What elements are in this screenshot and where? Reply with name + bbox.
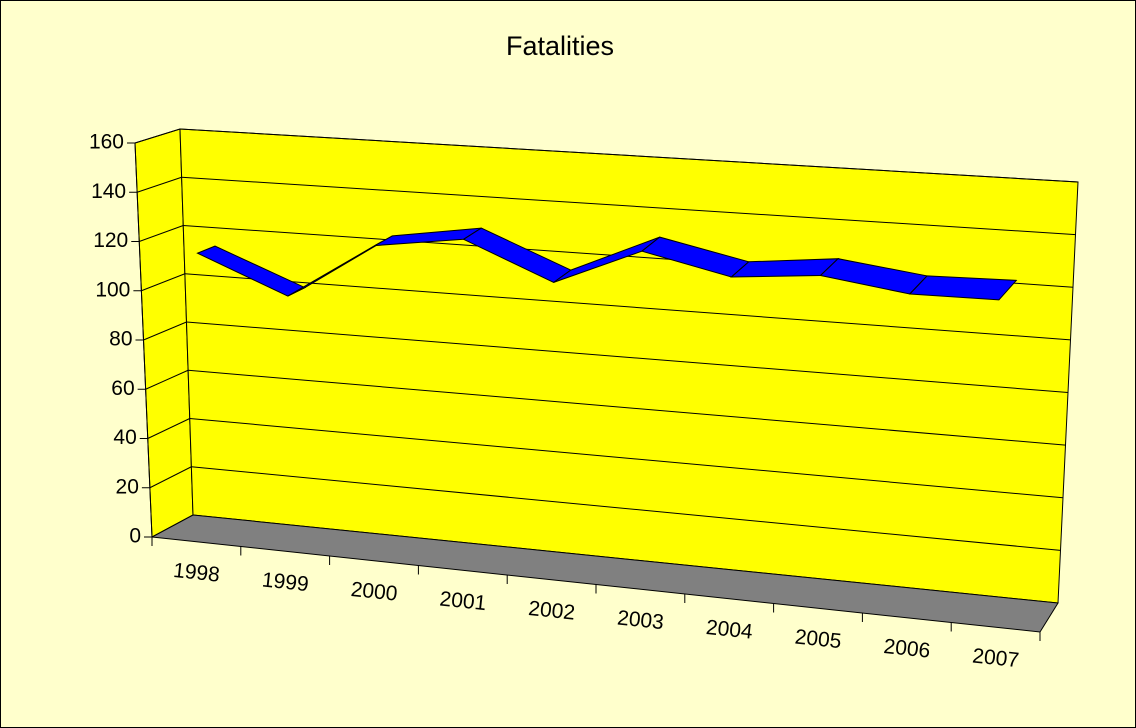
chart-title: Fatalities <box>506 31 614 61</box>
grid-line <box>188 369 1066 446</box>
x-tick-label: 2001 <box>438 587 487 615</box>
grid-line <box>179 128 1079 183</box>
floor <box>150 514 1059 633</box>
grid-line <box>139 225 184 242</box>
grid-line <box>147 418 190 439</box>
grid-line <box>186 321 1069 393</box>
grid-line <box>181 176 1076 236</box>
x-tick-label: 1999 <box>261 568 310 596</box>
grid-line <box>145 369 189 390</box>
grid-line <box>191 466 1061 551</box>
y-tick-label: 140 <box>91 180 126 203</box>
grid-line <box>141 273 186 292</box>
grid-line <box>143 321 187 341</box>
x-tick-label: 2005 <box>794 625 843 653</box>
y-tick-label: 80 <box>109 328 132 351</box>
grid-line <box>134 128 181 144</box>
y-tick-label: 60 <box>111 377 134 400</box>
y-tick-label: 40 <box>113 426 136 449</box>
x-tick-label: 2003 <box>616 606 665 634</box>
y-tick-label: 120 <box>93 229 128 252</box>
y-tick-label: 0 <box>129 525 141 548</box>
y-tick-label: 160 <box>89 131 124 154</box>
ribbon-segment <box>908 275 1018 301</box>
x-tick-label: 2002 <box>527 597 576 625</box>
grid-line <box>136 176 182 193</box>
y-tick-label: 20 <box>116 475 139 498</box>
x-tick-label: 2006 <box>882 635 931 663</box>
x-tick-label: 2000 <box>350 578 399 606</box>
y-tick-label: 100 <box>95 278 130 301</box>
grid-line <box>184 273 1071 341</box>
x-tick-label: 1998 <box>172 559 221 587</box>
x-tick-label: 2004 <box>705 616 754 644</box>
y-axis <box>134 142 153 538</box>
x-tick-label: 2007 <box>971 644 1020 672</box>
grid-line <box>149 466 192 489</box>
grid-line <box>189 418 1064 499</box>
